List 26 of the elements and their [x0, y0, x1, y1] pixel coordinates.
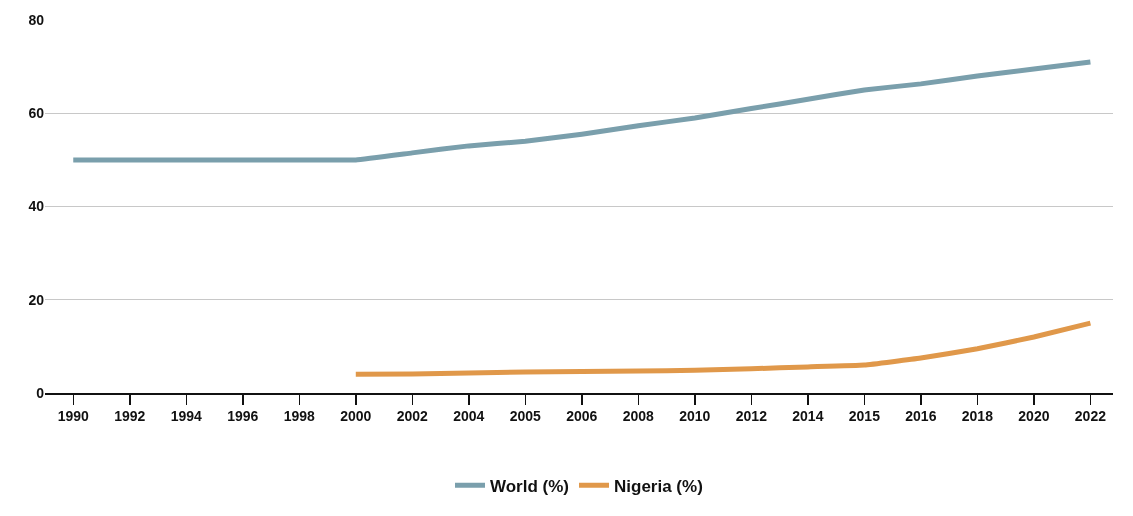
x-tick-label: 2014	[792, 408, 824, 425]
x-tick-label: 2004	[453, 408, 485, 425]
x-tick-label: 2016	[905, 408, 937, 425]
x-tick-label: 2012	[735, 408, 768, 425]
x-tick-label: 2006	[566, 408, 598, 425]
y-tick-label: 60	[28, 105, 45, 122]
x-tick-label: 2002	[396, 408, 429, 425]
x-tick-label: 2022	[1074, 408, 1107, 425]
x-tick-label: 2018	[961, 408, 994, 425]
x-tick-label: 1990	[57, 408, 90, 425]
x-tick-label: 1996	[227, 408, 259, 425]
y-tick-label: 0	[36, 384, 45, 401]
x-tick-label: 2010	[679, 408, 711, 425]
x-tick-label: 2020	[1018, 408, 1050, 425]
x-tick-label: 1992	[114, 408, 146, 425]
x-tick-label: 2015	[848, 408, 881, 425]
x-tick-label: 2000	[340, 408, 372, 425]
x-tick-label: 1998	[283, 408, 316, 425]
x-tick-label: 1994	[170, 408, 203, 425]
x-tick-label: 2005	[509, 408, 542, 425]
legend-label: World (%)	[490, 476, 570, 496]
y-tick-label: 20	[28, 291, 45, 308]
y-tick-label: 40	[28, 198, 45, 215]
legend-label: Nigeria (%)	[614, 476, 703, 496]
y-tick-label: 80	[28, 11, 45, 28]
x-tick-label: 2008	[622, 408, 655, 425]
